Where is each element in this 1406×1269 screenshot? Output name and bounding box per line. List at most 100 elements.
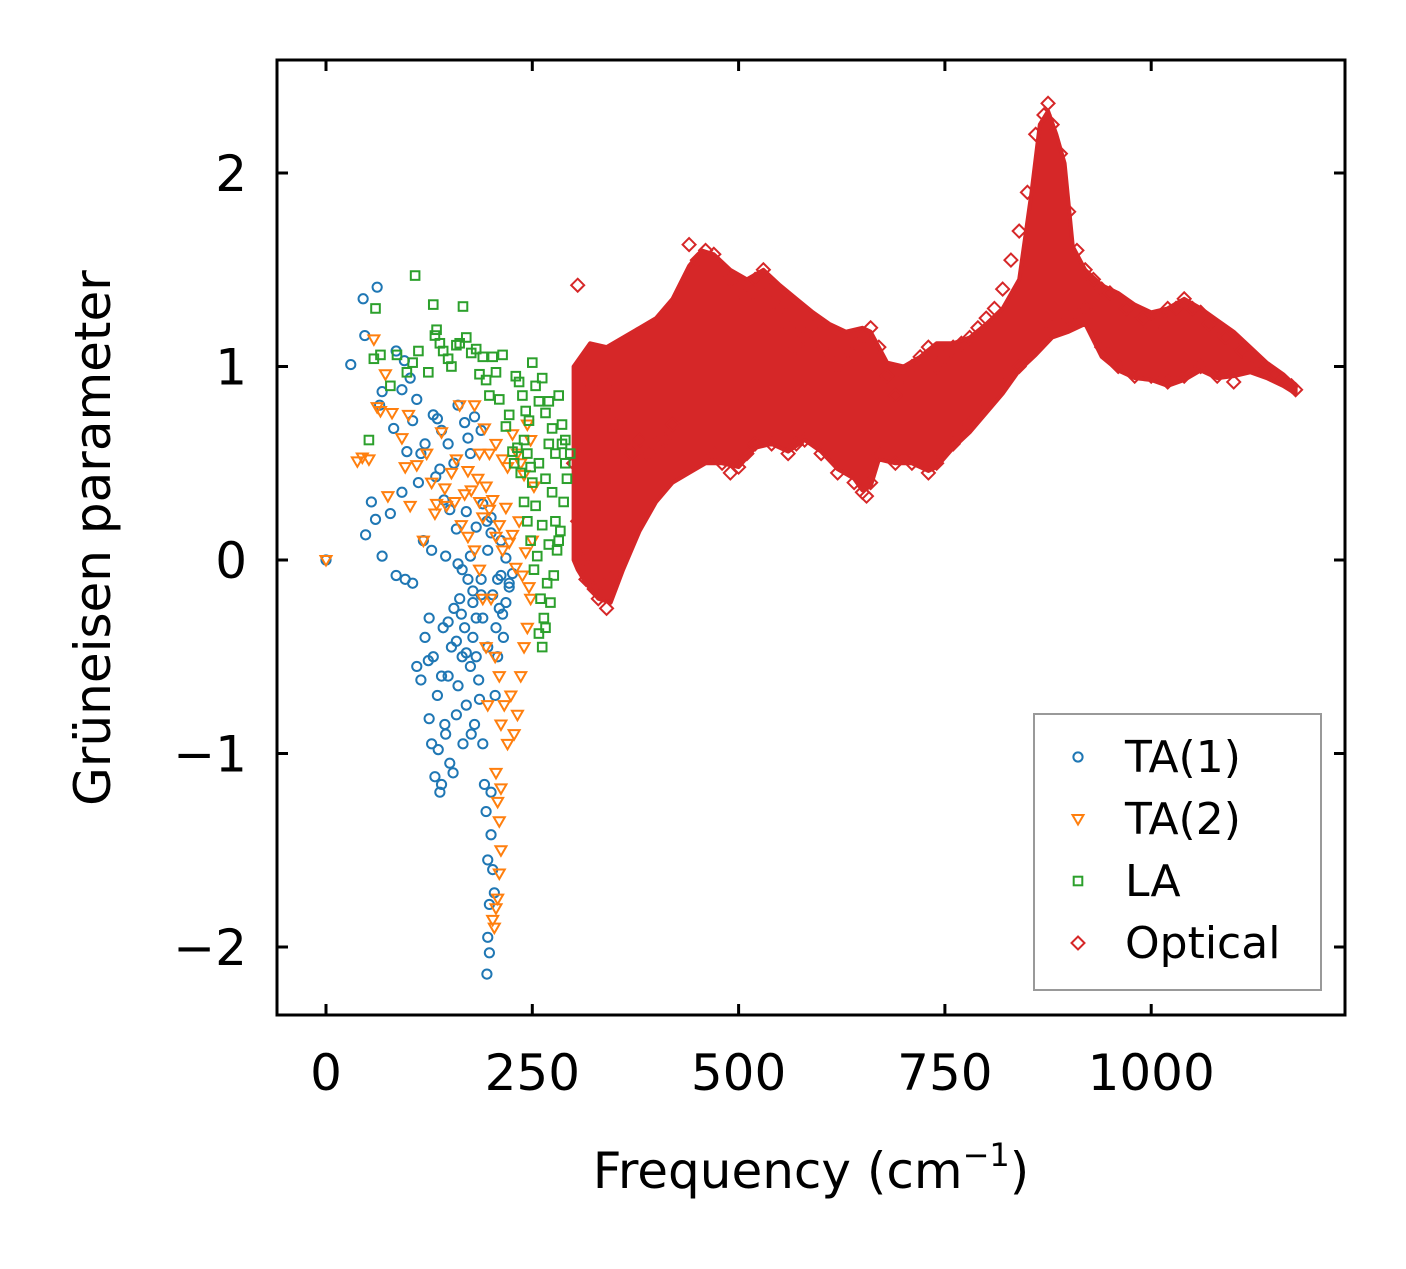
data-point — [1085, 271, 1102, 288]
data-point — [460, 699, 472, 711]
data-point — [465, 728, 477, 740]
data-point — [497, 349, 508, 361]
data-point — [429, 771, 441, 783]
data-point — [475, 593, 491, 607]
data-point — [401, 367, 413, 378]
series-ta-2- — [318, 334, 542, 936]
data-point — [1192, 304, 1209, 321]
data-point — [391, 349, 403, 361]
data-point — [480, 374, 492, 386]
data-point — [858, 488, 875, 505]
data-point — [602, 571, 619, 588]
data-point — [1003, 252, 1019, 268]
data-point — [553, 390, 565, 401]
data-point — [470, 473, 486, 487]
legend-label: LA — [1125, 856, 1181, 907]
data-point — [467, 545, 482, 558]
data-point — [459, 417, 471, 429]
data-point — [464, 485, 479, 498]
data-point — [448, 602, 460, 614]
data-point — [485, 495, 500, 508]
data-point — [495, 545, 510, 558]
data-point — [631, 432, 648, 448]
data-point — [714, 455, 731, 472]
data-point — [454, 520, 469, 533]
data-point — [415, 674, 427, 686]
data-point — [870, 445, 887, 462]
data-point — [490, 622, 502, 634]
data-point — [495, 569, 507, 582]
data-point — [360, 529, 372, 541]
x-tick-label: 0 — [310, 1044, 342, 1102]
series-ta-1- — [320, 281, 519, 980]
data-point — [378, 369, 393, 382]
data-point — [705, 246, 722, 263]
data-point — [467, 400, 482, 413]
data-point — [560, 457, 571, 469]
data-point — [369, 513, 382, 525]
data-point — [573, 552, 590, 568]
data-point — [503, 577, 515, 589]
data-point — [397, 462, 413, 475]
data-point — [456, 564, 468, 576]
data-point — [464, 660, 477, 673]
data-point — [473, 674, 485, 686]
data-point — [482, 931, 494, 943]
data-point — [582, 561, 598, 578]
data-point — [475, 512, 491, 525]
data-point — [1242, 348, 1259, 365]
data-point — [468, 411, 481, 423]
y-tick-label: 1 — [215, 339, 247, 397]
data-point — [1077, 300, 1094, 317]
data-point — [412, 477, 425, 489]
optical-band-layer — [571, 109, 1298, 605]
data-point — [606, 416, 623, 433]
data-point — [460, 647, 472, 659]
data-point — [470, 651, 482, 663]
data-point — [442, 616, 454, 628]
data-point — [357, 293, 369, 305]
data-point — [478, 481, 494, 494]
data-point — [1234, 343, 1250, 359]
legend: TA(1) TA(2) LA Optical — [1033, 713, 1322, 991]
data-point — [472, 496, 487, 510]
data-point — [365, 496, 377, 508]
legend-marker — [1070, 814, 1086, 827]
data-point — [538, 612, 550, 624]
data-point — [1093, 339, 1110, 356]
data-point — [945, 435, 962, 452]
data-point — [530, 500, 541, 512]
data-point — [472, 448, 487, 462]
data-point — [390, 569, 402, 582]
data-point — [488, 531, 504, 545]
data-point — [1069, 242, 1085, 259]
data-point — [485, 914, 500, 928]
data-point — [511, 516, 527, 529]
data-point — [490, 893, 505, 907]
data-point — [515, 467, 527, 479]
data-point — [423, 367, 434, 378]
data-point — [978, 310, 995, 327]
data-point — [487, 651, 503, 665]
data-point — [523, 415, 535, 426]
axis-ticks-layer: 0 250 500 750 1000 −2 −1 0 1 2 — [173, 60, 1345, 1102]
data-point — [482, 504, 497, 518]
data-point — [503, 409, 515, 421]
data-point — [722, 465, 739, 481]
data-point — [396, 384, 408, 396]
y-tick-label: −1 — [173, 726, 247, 784]
data-point — [503, 690, 519, 703]
data-point — [1044, 116, 1061, 133]
data-point — [994, 377, 1011, 394]
data-point — [1077, 261, 1094, 278]
data-point — [903, 358, 920, 375]
data-point — [920, 339, 937, 356]
data-point — [747, 271, 764, 288]
data-point — [396, 486, 408, 498]
data-point — [413, 345, 424, 357]
y-tick-label: 0 — [215, 532, 247, 590]
data-point — [431, 413, 444, 425]
data-point — [371, 281, 383, 293]
data-point — [460, 332, 472, 343]
